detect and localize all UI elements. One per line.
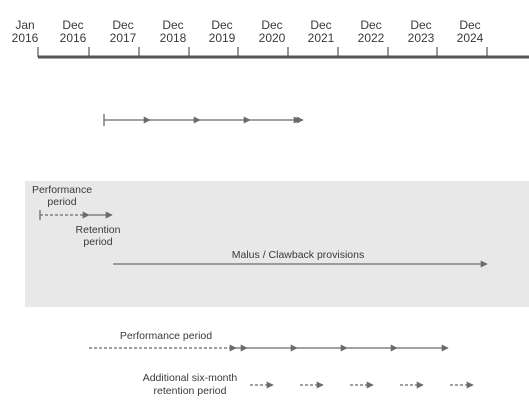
tick-month-4: Dec (211, 18, 232, 32)
tick-month-1: Dec (62, 18, 83, 32)
tick-year-2: 2017 (110, 31, 137, 45)
retention-period-label-line1: Retention (76, 224, 121, 236)
tick-month-9: Dec (459, 18, 480, 32)
tick-year-7: 2022 (358, 31, 385, 45)
tick-year-0: 2016 (12, 31, 39, 45)
shaded-band (25, 181, 529, 307)
performance-period-label-line1: Performance (32, 184, 92, 196)
performance-period-label-line2: period (47, 196, 76, 208)
retention-period-label-line2: period (83, 236, 112, 248)
tick-year-9: 2024 (457, 31, 484, 45)
tick-month-6: Dec (310, 18, 331, 32)
tick-year-4: 2019 (209, 31, 236, 45)
tick-month-0: Jan (15, 18, 34, 32)
tick-month-7: Dec (360, 18, 381, 32)
tick-year-1: 2016 (60, 31, 87, 45)
additional-retention-label-line1: Additional six-month (143, 372, 238, 384)
tick-year-3: 2018 (160, 31, 187, 45)
performance-period-arrow-top (39, 210, 90, 220)
tick-month-8: Dec (410, 18, 431, 32)
malus-clawback-label: Malus / Clawback provisions (232, 249, 364, 261)
tick-month-2: Dec (112, 18, 133, 32)
tick-year-6: 2021 (308, 31, 335, 45)
tick-month-5: Dec (261, 18, 282, 32)
tick-year-8: 2023 (408, 31, 435, 45)
tick-year-5: 2020 (259, 31, 286, 45)
performance-period-bottom-label: Performance period (120, 330, 212, 342)
additional-retention-label-line2: retention period (154, 385, 227, 397)
tick-labels: Jan 2016 Dec 2016 Dec 2017 Dec 2018 Dec … (12, 18, 484, 45)
tick-month-3: Dec (162, 18, 183, 32)
timeline-ticks (37, 47, 488, 57)
